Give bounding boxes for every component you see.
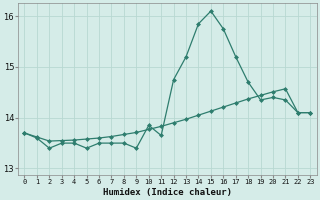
X-axis label: Humidex (Indice chaleur): Humidex (Indice chaleur) (103, 188, 232, 197)
